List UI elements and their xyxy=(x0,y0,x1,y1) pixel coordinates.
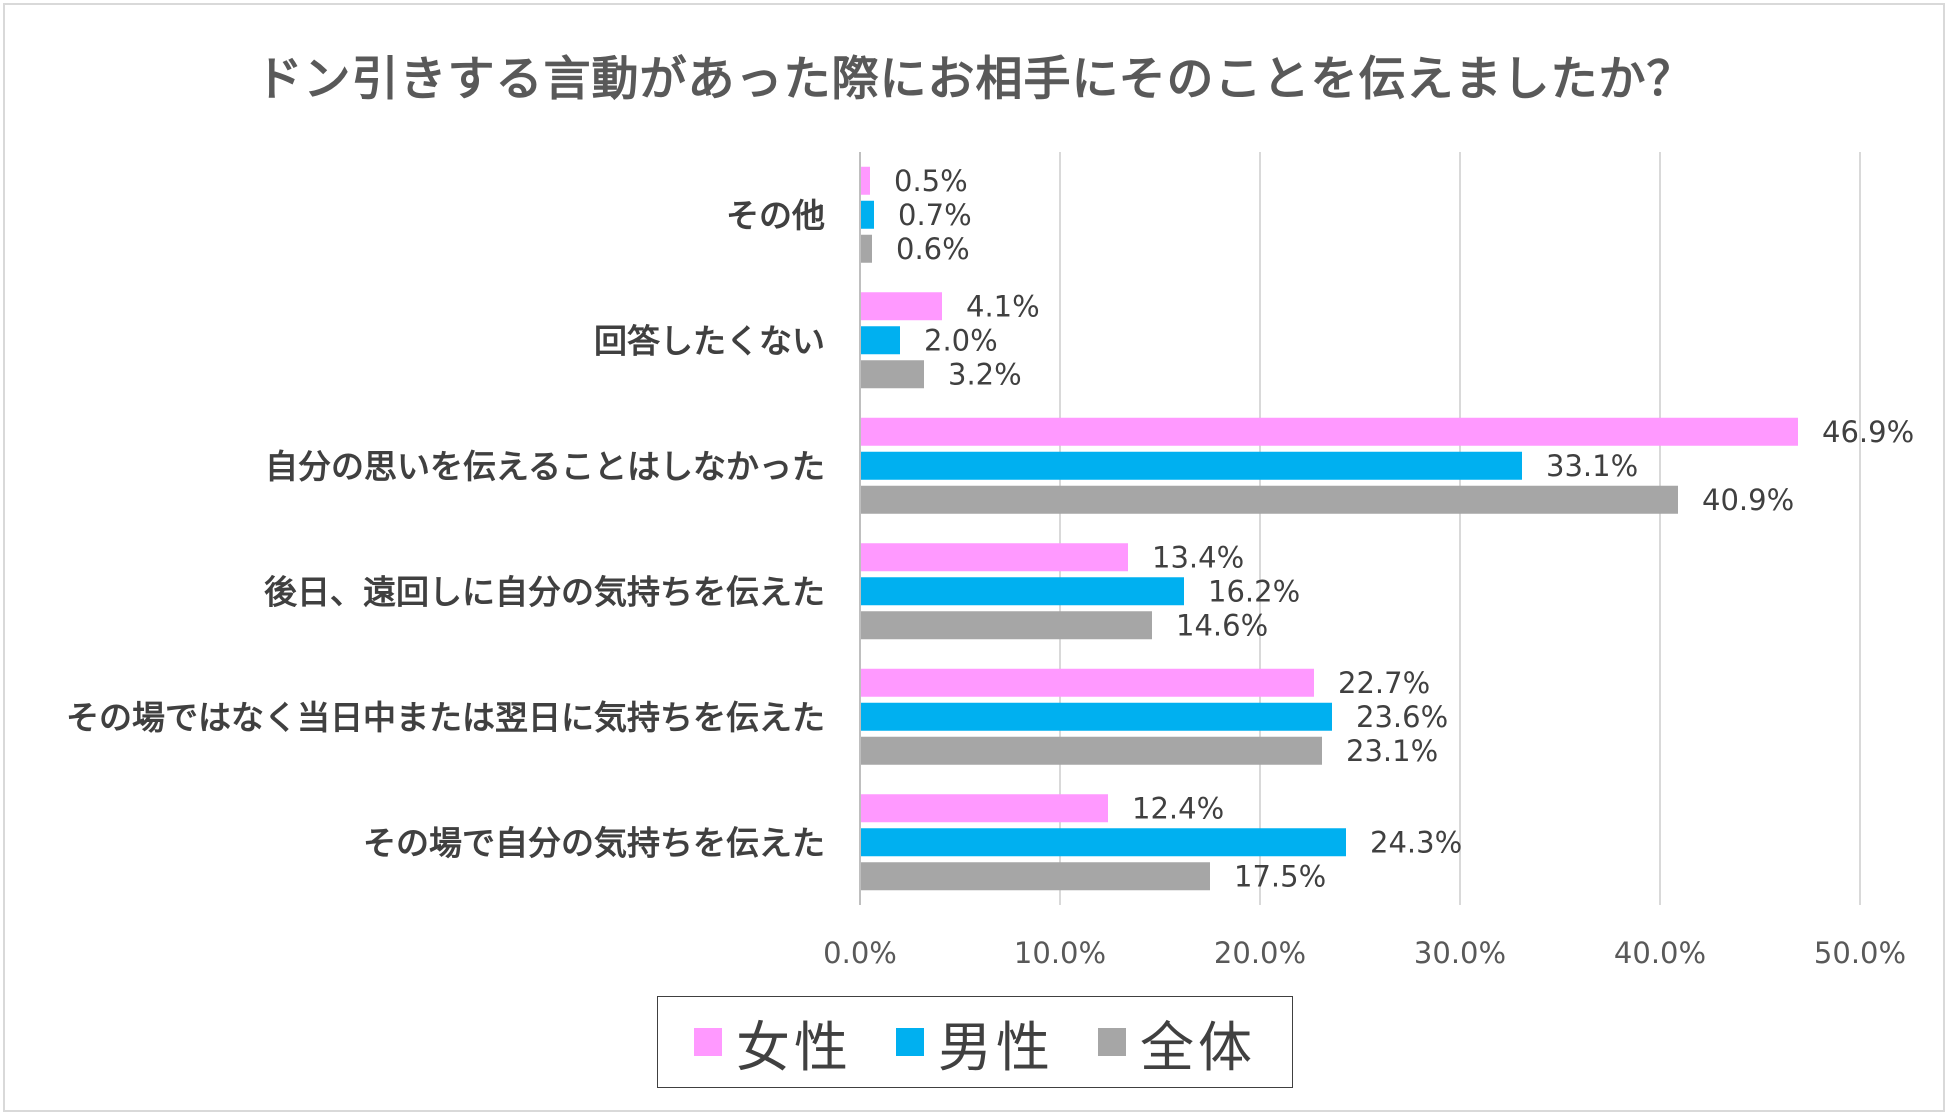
category-label: 自分の思いを伝えることはしなかった xyxy=(265,447,825,486)
category-label: その場ではなく当日中または翌日に気持ちを伝えた xyxy=(66,698,825,737)
legend-label-total: 全体 xyxy=(1140,1015,1256,1079)
bar xyxy=(860,736,1322,765)
legend-item-total: 全体 xyxy=(1098,1003,1256,1082)
category-label: 後日、遠回しに自分の気持ちを伝えた xyxy=(264,572,825,611)
bar xyxy=(860,451,1522,480)
category-label: その場で自分の気持ちを伝えた xyxy=(363,823,825,862)
x-tick-label: 20.0% xyxy=(1214,936,1306,970)
data-label: 40.9% xyxy=(1702,483,1794,517)
bar xyxy=(860,702,1332,731)
data-label: 0.7% xyxy=(898,198,972,232)
data-label: 14.6% xyxy=(1176,608,1268,642)
x-tick-label: 0.0% xyxy=(823,936,897,970)
chart-title: ドン引きする言動があった際にお相手にそのことを伝えましたか？ xyxy=(255,52,1695,107)
x-tick-label: 10.0% xyxy=(1014,936,1106,970)
bar xyxy=(860,794,1108,823)
data-label: 17.5% xyxy=(1234,859,1326,893)
legend-swatch-female xyxy=(694,1028,722,1056)
legend-swatch-total xyxy=(1098,1028,1126,1056)
legend-swatch-male xyxy=(896,1028,924,1056)
data-label: 23.6% xyxy=(1356,700,1448,734)
category-label: 回答したくない xyxy=(594,321,825,360)
bar xyxy=(860,611,1152,640)
legend-item-male: 男性 xyxy=(896,1003,1054,1082)
data-label: 4.1% xyxy=(966,289,1040,323)
data-label: 12.4% xyxy=(1132,791,1224,825)
bar xyxy=(860,577,1184,606)
bar xyxy=(860,543,1128,572)
data-label: 46.9% xyxy=(1822,415,1914,449)
data-label: 16.2% xyxy=(1208,574,1300,608)
bar xyxy=(860,234,872,263)
data-label: 33.1% xyxy=(1546,449,1638,483)
bar xyxy=(860,862,1210,891)
legend-label-female: 女性 xyxy=(736,1015,852,1079)
bar xyxy=(860,668,1314,697)
data-label: 24.3% xyxy=(1370,825,1462,859)
bar xyxy=(860,166,870,195)
legend: 女性 男性 全体 xyxy=(657,996,1293,1088)
data-label: 3.2% xyxy=(948,357,1022,391)
x-tick-label: 30.0% xyxy=(1414,936,1506,970)
bar xyxy=(860,360,924,389)
data-label: 2.0% xyxy=(924,323,998,357)
data-label: 0.5% xyxy=(894,164,968,198)
legend-item-female: 女性 xyxy=(694,1003,852,1082)
data-label: 22.7% xyxy=(1338,666,1430,700)
x-tick-label: 40.0% xyxy=(1614,936,1706,970)
bar xyxy=(860,828,1346,857)
bar xyxy=(860,292,942,321)
bar xyxy=(860,485,1678,514)
bar xyxy=(860,200,874,229)
legend-label-male: 男性 xyxy=(938,1015,1054,1079)
bar xyxy=(860,326,900,355)
data-label: 23.1% xyxy=(1346,734,1438,768)
category-label: その他 xyxy=(726,196,825,235)
x-tick-label: 50.0% xyxy=(1814,936,1906,970)
data-label: 0.6% xyxy=(896,232,970,266)
data-label: 13.4% xyxy=(1152,540,1244,574)
bar xyxy=(860,417,1798,446)
